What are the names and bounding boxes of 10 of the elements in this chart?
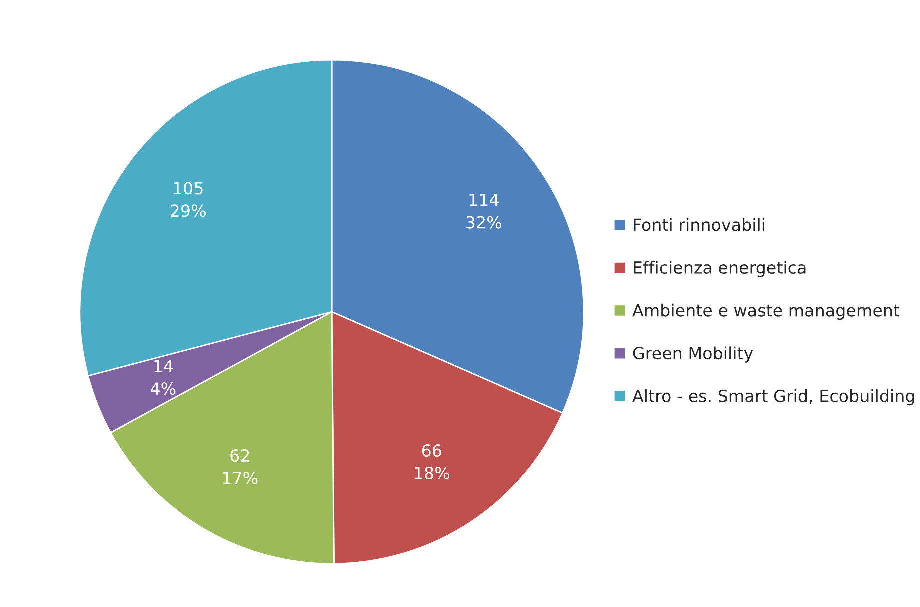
data-label: 66 18% xyxy=(415,444,450,480)
data-label: 114 32% xyxy=(466,194,502,229)
legend-label: Altro - es. Smart Grid, Ecobuilding xyxy=(632,390,914,406)
legend-label: Fonti rinnovabili xyxy=(634,218,764,232)
legend-label: Efficienza energetica xyxy=(634,261,806,278)
legend-label: Ambiente e waste management xyxy=(632,304,900,320)
data-label: 14 4% xyxy=(151,360,176,396)
data-label: 105 29% xyxy=(171,182,206,218)
legend-label: Green Mobility xyxy=(633,346,754,363)
data-label: 62 17% xyxy=(223,449,258,485)
